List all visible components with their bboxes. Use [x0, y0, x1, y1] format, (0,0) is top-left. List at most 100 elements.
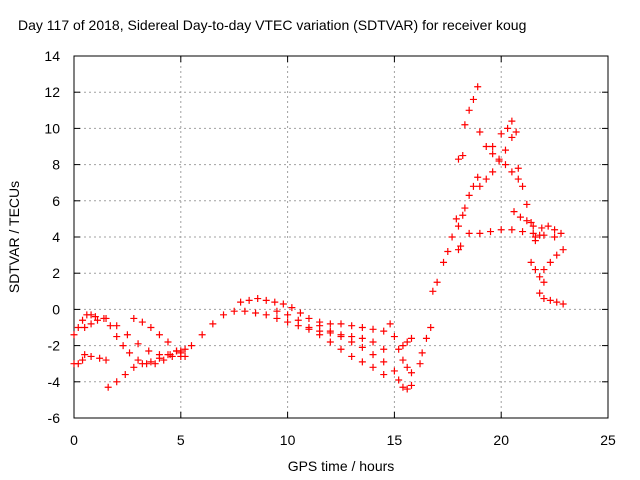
data-point: [531, 266, 539, 274]
data-point: [181, 352, 189, 360]
data-point: [337, 320, 345, 328]
data-point: [465, 106, 473, 114]
x-tick-label: 5: [177, 432, 185, 448]
data-point: [536, 273, 544, 281]
data-point: [245, 296, 253, 304]
data-point: [254, 295, 262, 303]
data-point: [104, 383, 112, 391]
data-point: [348, 322, 356, 330]
x-tick-labels: 0 5 10 15 20 25: [70, 432, 616, 448]
y-tick-label: -6: [48, 410, 61, 426]
series-arc-22: [461, 83, 482, 129]
data-point: [160, 356, 168, 364]
y-tick-label: -4: [48, 374, 61, 390]
data-point: [510, 208, 518, 216]
series-arc-2: [70, 356, 87, 368]
data-point: [433, 278, 441, 286]
data-point: [96, 354, 104, 362]
data-point: [461, 204, 469, 212]
x-tick-label: 0: [70, 432, 78, 448]
data-point: [504, 124, 512, 132]
data-point: [553, 251, 561, 259]
data-point: [536, 289, 544, 297]
data-point: [348, 352, 356, 360]
data-point: [551, 226, 559, 234]
data-point: [177, 347, 185, 355]
data-point: [279, 300, 287, 308]
x-axis-label: GPS time / hours: [288, 458, 395, 474]
data-point: [220, 311, 228, 319]
data-point: [380, 345, 388, 353]
data-point: [497, 226, 505, 234]
data-point: [134, 356, 142, 364]
data-point: [465, 191, 473, 199]
x-tick-label: 15: [387, 432, 403, 448]
series-arc-17: [440, 215, 460, 266]
data-point: [106, 322, 114, 330]
data-point: [559, 300, 567, 308]
data-point: [440, 258, 448, 266]
x-tick-label: 10: [280, 432, 296, 448]
series-arc-23: [465, 226, 559, 241]
data-point: [551, 233, 559, 241]
series-arc-30: [536, 289, 567, 308]
series-arc-11: [316, 322, 388, 366]
data-point: [87, 311, 95, 319]
data-point: [489, 150, 497, 158]
data-point: [284, 318, 292, 326]
series-arc-28: [510, 208, 544, 239]
data-point: [399, 356, 407, 364]
y-tick-label: -2: [48, 338, 61, 354]
data-point: [337, 345, 345, 353]
data-point: [316, 331, 324, 339]
data-point: [134, 340, 142, 348]
data-point: [81, 324, 89, 331]
data-point: [559, 246, 567, 254]
data-point: [416, 360, 424, 368]
data-point: [262, 296, 270, 304]
data-point: [386, 320, 394, 328]
data-point: [452, 215, 460, 223]
data-point: [501, 161, 509, 169]
data-point: [91, 313, 99, 321]
data-point: [358, 334, 366, 342]
data-point: [495, 157, 503, 165]
data-point: [487, 228, 495, 236]
data-point: [527, 258, 535, 266]
data-point: [538, 224, 546, 232]
series-arc-16: [429, 278, 441, 295]
series-arc-14: [399, 334, 415, 350]
data-point: [403, 385, 411, 393]
data-point: [476, 128, 484, 136]
data-point: [448, 233, 456, 241]
series-arc-24: [476, 128, 522, 183]
data-point: [427, 324, 435, 331]
series-arc-4: [81, 351, 110, 364]
data-point: [523, 200, 531, 208]
data-point: [519, 182, 527, 190]
data-point: [457, 242, 465, 250]
data-point: [527, 219, 535, 227]
data-point: [271, 298, 279, 306]
data-point: [74, 360, 82, 368]
data-point: [305, 314, 313, 322]
series-arc-7: [130, 314, 189, 360]
data-point: [519, 228, 527, 236]
data-point: [93, 316, 101, 324]
y-tick-label: 4: [52, 229, 60, 245]
series-arc-32: [531, 222, 565, 241]
x-tick-label: 25: [600, 432, 616, 448]
y-axis-label: SDTVAR / TECUs: [6, 181, 22, 293]
data-point: [544, 222, 552, 230]
data-point: [429, 287, 437, 295]
data-point: [407, 334, 415, 342]
data-point: [529, 229, 537, 237]
data-point: [113, 333, 121, 341]
series-arc-31: [540, 246, 567, 274]
data-point: [252, 309, 260, 317]
data-point: [461, 121, 469, 129]
y-tick-label: 2: [52, 265, 60, 281]
data-point: [326, 327, 334, 335]
data-point: [181, 345, 189, 353]
